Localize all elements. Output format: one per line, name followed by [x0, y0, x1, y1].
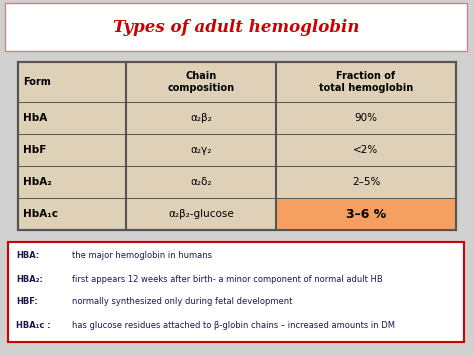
Text: α₂β₂: α₂β₂ — [190, 113, 212, 123]
Text: 3–6 %: 3–6 % — [346, 208, 386, 220]
Text: α₂β₂-glucose: α₂β₂-glucose — [168, 209, 234, 219]
Text: the major hemoglobin in humans: the major hemoglobin in humans — [72, 251, 212, 261]
Text: α₂γ₂: α₂γ₂ — [191, 145, 212, 155]
Text: HbA: HbA — [23, 113, 47, 123]
FancyBboxPatch shape — [5, 3, 467, 51]
FancyBboxPatch shape — [277, 199, 455, 229]
Text: α₂δ₂: α₂δ₂ — [190, 177, 212, 187]
Text: Types of adult hemoglobin: Types of adult hemoglobin — [113, 18, 359, 36]
Text: 90%: 90% — [355, 113, 377, 123]
Text: HbA₁c: HbA₁c — [23, 209, 58, 219]
Text: Form: Form — [23, 77, 51, 87]
Text: first appears 12 weeks after birth- a minor component of normal adult HB: first appears 12 weeks after birth- a mi… — [72, 274, 383, 284]
Text: HBA₁c :: HBA₁c : — [16, 321, 51, 329]
Text: 2–5%: 2–5% — [352, 177, 380, 187]
Text: normally synthesized only during fetal development: normally synthesized only during fetal d… — [72, 297, 292, 306]
Text: <2%: <2% — [354, 145, 379, 155]
Text: HBF:: HBF: — [16, 297, 38, 306]
Text: has glucose residues attached to β-globin chains – increased amounts in DM: has glucose residues attached to β-globi… — [72, 321, 395, 329]
Text: HBA₂:: HBA₂: — [16, 274, 43, 284]
FancyBboxPatch shape — [18, 62, 456, 230]
FancyBboxPatch shape — [8, 242, 464, 342]
Text: Fraction of
total hemoglobin: Fraction of total hemoglobin — [319, 71, 413, 93]
Text: HbA₂: HbA₂ — [23, 177, 52, 187]
Text: Chain
composition: Chain composition — [167, 71, 235, 93]
Text: HBA:: HBA: — [16, 251, 39, 261]
Text: HbF: HbF — [23, 145, 46, 155]
